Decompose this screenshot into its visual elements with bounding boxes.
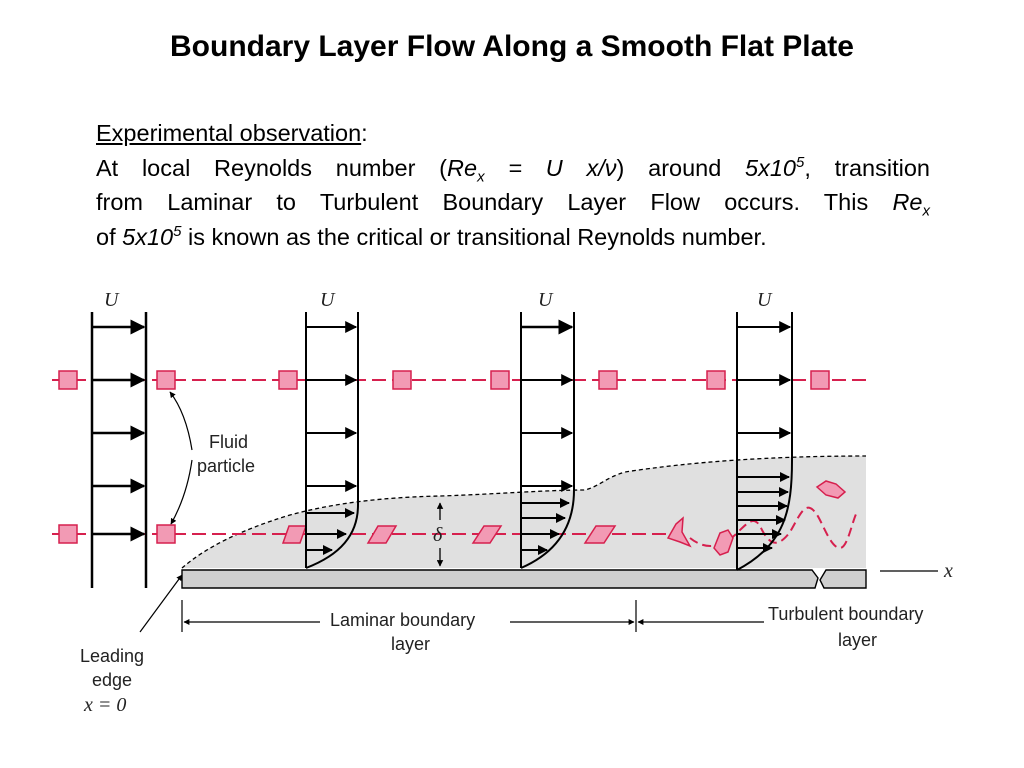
fluid-particle-label-line-1: Fluid xyxy=(209,432,248,452)
velocity-profile-1: U xyxy=(90,289,148,588)
obs-eq: = U x/ xyxy=(484,154,605,181)
velocity-label-2: U xyxy=(320,289,336,311)
fluid-particle-turbulent xyxy=(815,480,847,499)
obs-l1-a: At local Reynolds number ( xyxy=(96,154,448,181)
turbulent-dimension: Turbulent boundary layer xyxy=(637,604,923,650)
leading-edge-label-line-1: Leading xyxy=(80,646,144,666)
obs-re: Re xyxy=(447,154,478,181)
delta-label: δ xyxy=(433,524,443,546)
boundary-layer-diagram: x U U xyxy=(52,289,953,716)
fluid-particle xyxy=(598,370,618,390)
obs-l1-c: , transition xyxy=(804,154,930,181)
turbulent-label-line-1: Turbulent boundary xyxy=(768,604,923,624)
boundary-layer-region xyxy=(182,456,866,568)
turbulent-label-line-2: layer xyxy=(838,630,877,650)
profile-envelope xyxy=(305,312,359,569)
obs-l3-a: of xyxy=(96,223,123,250)
observation-heading: Experimental observation: xyxy=(96,116,930,151)
laminar-dimension: Laminar boundary layer xyxy=(181,600,637,654)
fluid-particle xyxy=(278,370,298,390)
observation-line-2: from Laminar to Turbulent Boundary Layer… xyxy=(96,185,930,220)
velocity-label-1: U xyxy=(104,289,120,311)
obs-l3-b: is known as the critical or transitional… xyxy=(181,223,767,250)
velocity-profile-3: U xyxy=(520,289,575,569)
fluid-particle xyxy=(156,370,176,390)
fluid-particle xyxy=(810,370,830,390)
leading-edge-label-line-2: edge xyxy=(92,670,132,690)
lower-fluid-particles xyxy=(58,480,847,556)
observation-line-1: At local Reynolds number (Rex = U x/ν) a… xyxy=(96,151,930,186)
velocity-label-4: U xyxy=(757,289,773,311)
fluid-particle-label-line-2: particle xyxy=(197,456,255,476)
observation-text: Experimental observation: At local Reyno… xyxy=(96,116,930,254)
laminar-label-line-1: Laminar boundary xyxy=(330,610,475,630)
slide-title: Boundary Layer Flow Along a Smooth Flat … xyxy=(170,30,854,63)
delta-indicator: δ xyxy=(433,502,444,567)
velocity-profile-2: U xyxy=(305,289,359,569)
flat-plate xyxy=(181,569,819,589)
fluid-particle xyxy=(156,524,176,544)
flat-plate-end xyxy=(819,569,867,589)
fluid-particle-callout: Fluid particle xyxy=(169,391,255,525)
obs-crit-base-2: 5x10 xyxy=(122,223,174,250)
leading-edge-callout: Leading edge x = 0 xyxy=(80,574,183,716)
observation-heading-colon: : xyxy=(361,120,368,146)
fluid-particle xyxy=(58,370,78,390)
leading-edge-label-line-3: x = 0 xyxy=(83,694,126,716)
pointer-line xyxy=(169,391,193,451)
fluid-particle-turbulent xyxy=(666,516,692,548)
obs-re-2: Re xyxy=(892,189,923,215)
obs-sub-x: x xyxy=(477,168,485,186)
obs-crit-base: 5x10 xyxy=(745,154,797,181)
obs-nu: ν xyxy=(604,154,617,181)
fluid-particle xyxy=(706,370,726,390)
fluid-particle-deformed xyxy=(471,525,503,544)
obs-sub-x-2: x xyxy=(922,202,931,220)
fluid-particle-turbulent xyxy=(713,529,734,556)
laminar-label-line-2: layer xyxy=(391,634,430,654)
boundary-layer-edge xyxy=(181,455,867,569)
upper-fluid-particles xyxy=(58,370,830,390)
observation-line-3: of 5x105 is known as the critical or tra… xyxy=(96,220,930,255)
obs-l2-a: from Laminar to Turbulent Boundary Layer… xyxy=(96,189,893,215)
turbulent-particle-path xyxy=(689,506,859,550)
fluid-particle-deformed xyxy=(366,525,398,544)
pointer-line xyxy=(139,574,183,633)
fluid-particle xyxy=(490,370,510,390)
obs-crit-exp: 5 xyxy=(796,153,805,171)
velocity-label-3: U xyxy=(538,289,554,311)
pointer-line xyxy=(170,459,193,525)
velocity-profile-4: U xyxy=(736,289,793,571)
observation-heading-text: Experimental observation xyxy=(96,120,362,146)
fluid-particle xyxy=(58,524,78,544)
fluid-particle xyxy=(392,370,412,390)
obs-crit-exp-2: 5 xyxy=(173,222,182,240)
profile-envelope xyxy=(520,312,575,569)
obs-l1-b: ) around xyxy=(616,154,746,181)
fluid-particle-deformed xyxy=(583,525,617,544)
x-axis-label: x xyxy=(943,560,953,582)
